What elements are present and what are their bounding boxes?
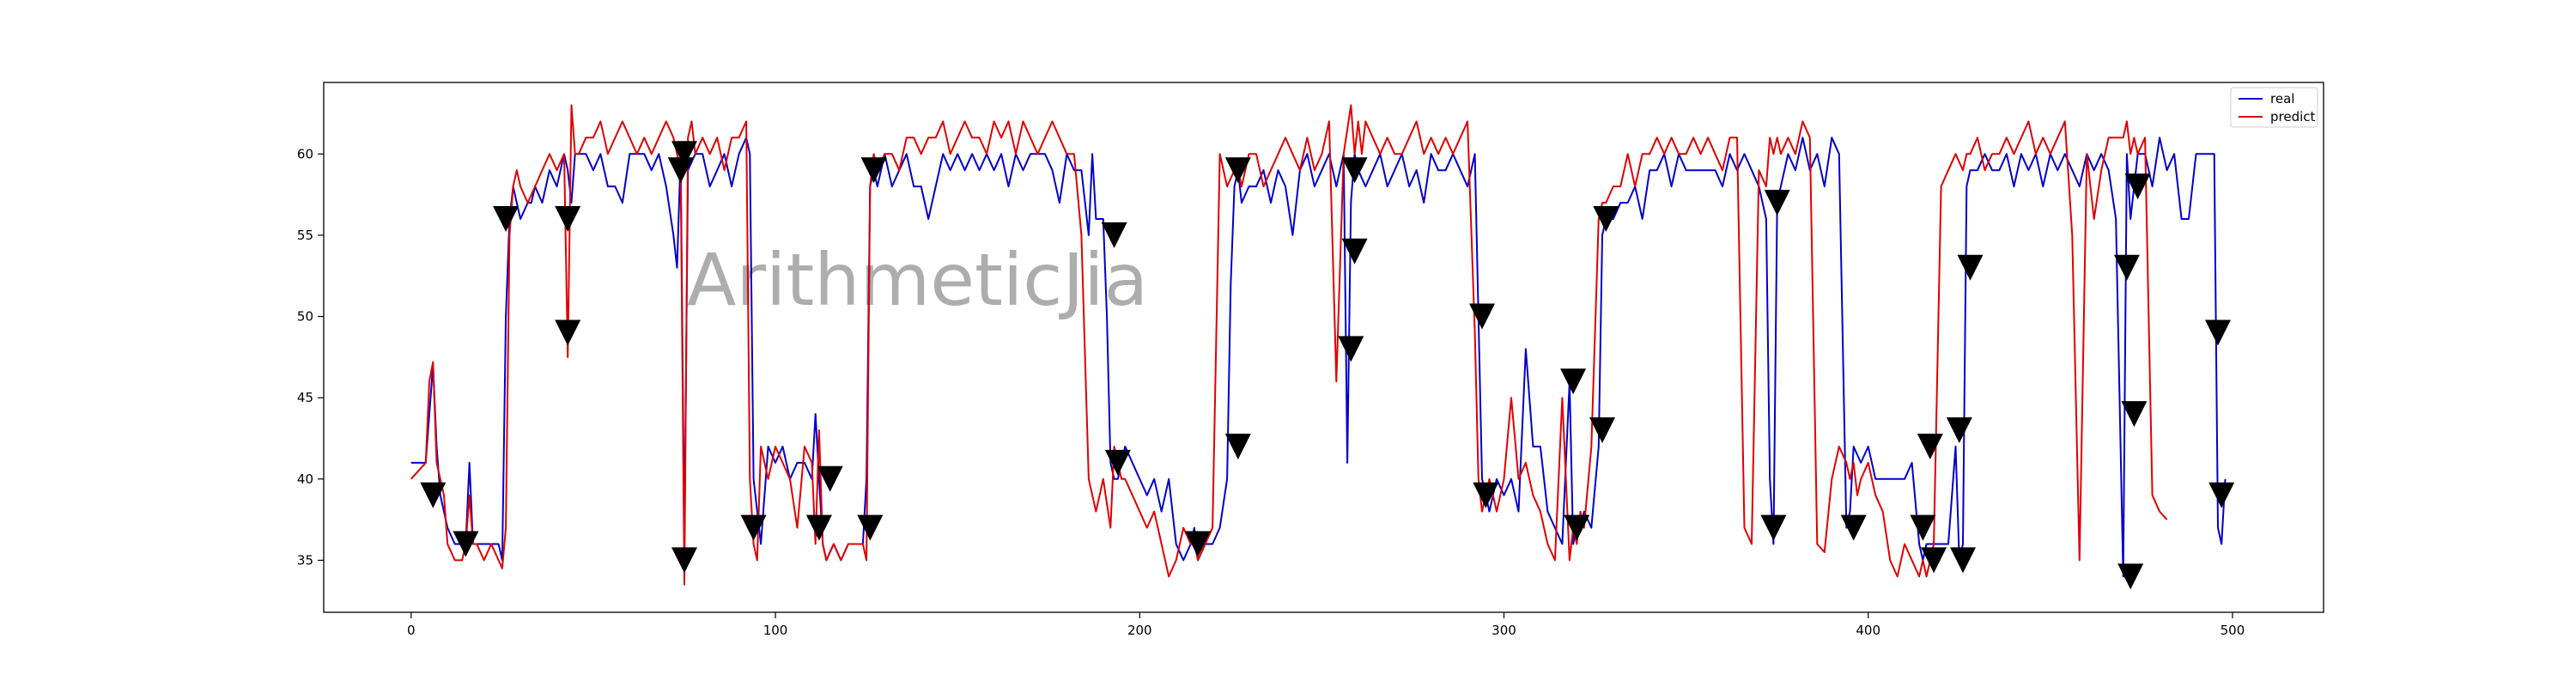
plot-area: ArithmeticJia	[324, 82, 2324, 612]
anomaly-marker	[1765, 190, 1790, 216]
anomaly-marker	[493, 206, 519, 232]
y-tick-label: 35	[297, 552, 313, 568]
x-tick-label: 500	[2221, 623, 2245, 638]
anomaly-marker	[1917, 434, 1943, 459]
x-tick-label: 200	[1127, 623, 1152, 638]
anomaly-marker	[1338, 336, 1364, 362]
x-tick-label: 100	[763, 623, 788, 638]
anomaly-marker	[1841, 515, 1867, 541]
anomaly-marker	[671, 547, 697, 573]
anomaly-marker	[1958, 255, 1984, 281]
anomaly-marker	[1589, 417, 1615, 443]
y-tick-label: 50	[297, 309, 313, 325]
anomaly-marker	[2205, 320, 2231, 346]
anomaly-marker	[1560, 368, 1586, 394]
anomaly-marker	[1342, 157, 1368, 183]
anomaly-marker	[2208, 483, 2234, 508]
y-axis: 35 40 45 50 55 60	[297, 146, 324, 568]
y-tick-label: 40	[297, 471, 313, 487]
legend-label-predict: predict	[2270, 109, 2316, 125]
anomaly-marker	[1950, 547, 1976, 573]
anomaly-marker	[668, 157, 694, 183]
anomaly-marker	[2117, 563, 2143, 589]
anomaly-marker	[1593, 206, 1619, 232]
anomaly-marker	[555, 206, 580, 232]
anomaly-marker	[806, 515, 832, 541]
anomaly-marker	[1910, 515, 1935, 541]
legend: real predict	[2231, 88, 2318, 127]
anomaly-marker	[857, 515, 883, 541]
watermark-text: ArithmeticJia	[687, 238, 1148, 322]
anomaly-marker	[1760, 515, 1786, 541]
y-tick-label: 45	[297, 390, 313, 405]
anomaly-marker	[1225, 157, 1251, 183]
y-tick-label: 60	[297, 146, 313, 161]
axes-frame	[324, 82, 2324, 612]
y-tick-label: 55	[297, 228, 313, 243]
series-line-predict	[411, 106, 2167, 585]
x-tick-label: 0	[407, 623, 416, 638]
anomaly-marker	[1947, 417, 1972, 443]
anomaly-marker	[555, 320, 580, 346]
legend-label-real: real	[2270, 91, 2294, 106]
x-tick-label: 400	[1856, 623, 1880, 638]
anomaly-marker	[861, 157, 887, 183]
anomaly-marker	[1469, 304, 1495, 330]
anomaly-marker	[1105, 450, 1131, 476]
x-tick-label: 300	[1492, 623, 1516, 638]
anomaly-marker	[1225, 434, 1251, 459]
x-axis: 0 100 200 300 400 500	[407, 612, 2245, 638]
